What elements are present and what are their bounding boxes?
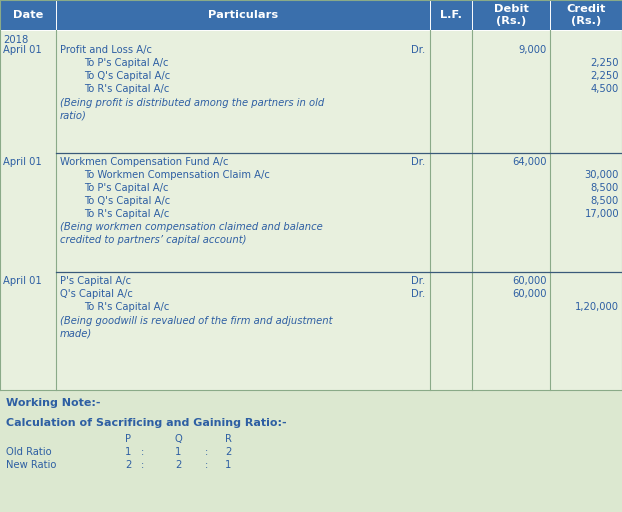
Text: :: : <box>141 447 145 457</box>
Text: Calculation of Sacrificing and Gaining Ratio:-: Calculation of Sacrificing and Gaining R… <box>6 418 287 428</box>
Bar <box>430 0 472 30</box>
Text: Debit
(Rs.): Debit (Rs.) <box>494 4 529 26</box>
Text: Old Ratio: Old Ratio <box>6 447 52 457</box>
Text: April 01: April 01 <box>3 45 42 55</box>
Text: 2: 2 <box>125 460 131 470</box>
Text: :: : <box>205 460 208 470</box>
Text: 1: 1 <box>225 460 231 470</box>
Text: Working Note:-: Working Note:- <box>6 398 101 408</box>
Text: 2: 2 <box>225 447 231 457</box>
Text: To R's Capital A/c: To R's Capital A/c <box>84 209 169 219</box>
Text: Dr.: Dr. <box>411 289 425 299</box>
Bar <box>472 0 550 30</box>
Text: (Being profit is distributed among the partners in old: (Being profit is distributed among the p… <box>60 98 324 108</box>
Text: 8,500: 8,500 <box>591 183 619 193</box>
Text: 17,000: 17,000 <box>585 209 619 219</box>
Text: Particulars: Particulars <box>208 10 278 20</box>
Text: Profit and Loss A/c: Profit and Loss A/c <box>60 45 152 55</box>
Text: April 01: April 01 <box>3 157 42 167</box>
Text: Credit
(Rs.): Credit (Rs.) <box>566 4 606 26</box>
Text: P's Capital A/c: P's Capital A/c <box>60 276 131 286</box>
Text: :: : <box>141 460 145 470</box>
Text: 2,250: 2,250 <box>590 58 619 68</box>
Text: L.F.: L.F. <box>440 10 462 20</box>
Text: 2018: 2018 <box>3 35 28 45</box>
Text: To R's Capital A/c: To R's Capital A/c <box>84 302 169 312</box>
Text: made): made) <box>60 329 92 339</box>
Text: Q: Q <box>174 434 182 444</box>
Text: 60,000: 60,000 <box>513 289 547 299</box>
Text: To R's Capital A/c: To R's Capital A/c <box>84 84 169 94</box>
Text: 1: 1 <box>175 447 181 457</box>
Text: 4,500: 4,500 <box>591 84 619 94</box>
Text: (Being goodwill is revalued of the firm and adjustment: (Being goodwill is revalued of the firm … <box>60 316 333 326</box>
Bar <box>56 0 430 30</box>
Text: 8,500: 8,500 <box>591 196 619 206</box>
Text: (Being workmen compensation claimed and balance: (Being workmen compensation claimed and … <box>60 222 323 232</box>
Text: Workmen Compensation Fund A/c: Workmen Compensation Fund A/c <box>60 157 228 167</box>
Bar <box>0 30 622 390</box>
Text: 9,000: 9,000 <box>519 45 547 55</box>
Text: 64,000: 64,000 <box>513 157 547 167</box>
Text: Dr.: Dr. <box>411 157 425 167</box>
Text: New Ratio: New Ratio <box>6 460 57 470</box>
Text: 1: 1 <box>125 447 131 457</box>
Text: 2: 2 <box>175 460 181 470</box>
Text: To Q's Capital A/c: To Q's Capital A/c <box>84 71 170 81</box>
Text: To P's Capital A/c: To P's Capital A/c <box>84 58 169 68</box>
Bar <box>550 0 622 30</box>
Text: 1,20,000: 1,20,000 <box>575 302 619 312</box>
Text: To Q's Capital A/c: To Q's Capital A/c <box>84 196 170 206</box>
Text: April 01: April 01 <box>3 276 42 286</box>
Text: Dr.: Dr. <box>411 276 425 286</box>
Text: credited to partners’ capital account): credited to partners’ capital account) <box>60 235 246 245</box>
Text: To Workmen Compensation Claim A/c: To Workmen Compensation Claim A/c <box>84 170 270 180</box>
Text: Q's Capital A/c: Q's Capital A/c <box>60 289 133 299</box>
Text: To P's Capital A/c: To P's Capital A/c <box>84 183 169 193</box>
Text: 2,250: 2,250 <box>590 71 619 81</box>
Text: P: P <box>125 434 131 444</box>
Text: Dr.: Dr. <box>411 45 425 55</box>
Text: :: : <box>205 447 208 457</box>
Text: ratio): ratio) <box>60 110 87 120</box>
Text: 30,000: 30,000 <box>585 170 619 180</box>
Text: Date: Date <box>13 10 43 20</box>
Text: 60,000: 60,000 <box>513 276 547 286</box>
Text: R: R <box>225 434 231 444</box>
Bar <box>0 0 56 30</box>
